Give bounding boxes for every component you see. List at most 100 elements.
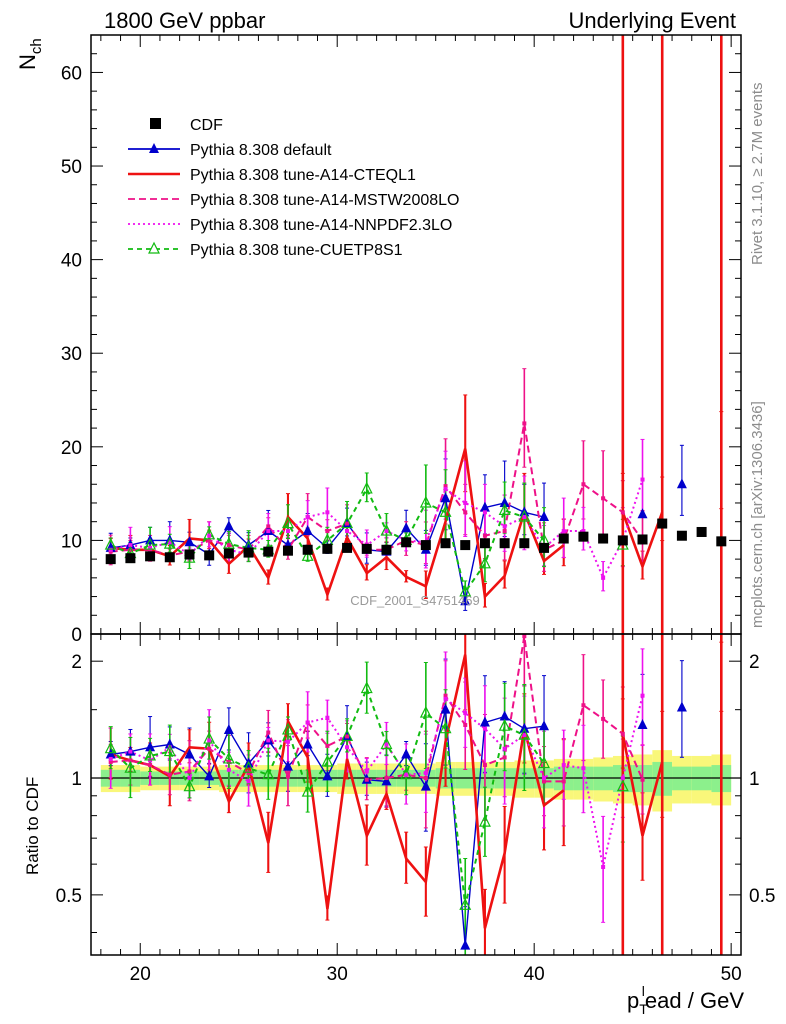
small-marker <box>640 693 645 698</box>
small-marker <box>285 774 290 779</box>
small-marker <box>108 759 113 764</box>
legend: CDF Pythia 8.308 default Pythia 8.308 tune… <box>128 117 459 259</box>
x-tick-label: 50 <box>721 964 742 985</box>
triangle-marker <box>479 501 490 512</box>
title-right: Underlying Event <box>568 8 736 33</box>
small-marker <box>482 763 487 768</box>
x-label-rest: ead / GeV <box>645 988 744 1013</box>
legend-swatch-marker <box>149 143 159 153</box>
cdf-data-point <box>676 530 687 541</box>
small-marker <box>502 529 507 534</box>
open-triangle-marker <box>203 731 216 744</box>
triangle-marker <box>676 701 687 712</box>
small-marker <box>443 693 448 698</box>
open-triangle-marker <box>360 681 373 694</box>
open-triangle-marker <box>144 537 157 550</box>
cdf-data-point <box>696 526 707 537</box>
small-marker <box>167 772 172 777</box>
open-triangle-marker <box>360 481 373 494</box>
small-marker <box>482 726 487 731</box>
small-marker <box>620 510 625 515</box>
small-marker <box>482 510 487 515</box>
main-y-axis-label: Nch <box>15 38 45 70</box>
small-marker <box>167 540 172 545</box>
small-marker <box>640 777 645 782</box>
open-triangle-marker <box>459 584 472 597</box>
cdf-data-point <box>539 542 550 553</box>
ratio-y-tick-label-right: 0.5 <box>749 886 775 907</box>
open-triangle-marker <box>419 705 432 718</box>
legend-swatch-square <box>150 118 161 129</box>
series-line <box>109 685 545 906</box>
legend-label: CDF <box>190 117 223 134</box>
axis-ticks: 20 30 40 50 0 10 20 30 40 50 60 0.5 0.5 1 1 2 2 <box>56 34 775 985</box>
open-triangle-marker <box>518 727 531 740</box>
small-marker <box>128 547 133 552</box>
open-triangle-marker <box>203 527 216 540</box>
cdf-data-point <box>145 551 156 562</box>
open-triangle-marker <box>163 536 176 549</box>
small-marker <box>601 575 606 580</box>
y-tick-label: 20 <box>61 438 82 459</box>
triangle-marker <box>223 520 234 531</box>
open-triangle-marker <box>478 814 491 827</box>
small-marker <box>285 739 290 744</box>
open-triangle-marker <box>380 737 393 750</box>
cdf-data-point <box>657 518 668 529</box>
cdf-data-point <box>184 549 195 560</box>
small-marker <box>443 484 448 489</box>
cdf-data-point <box>342 542 353 553</box>
ratio-y-tick-label-right: 1 <box>749 769 760 790</box>
open-triangle-marker <box>518 509 531 522</box>
small-marker <box>561 779 566 784</box>
triangle-marker <box>420 780 431 791</box>
small-marker <box>581 766 586 771</box>
open-triangle-marker <box>478 556 491 569</box>
ratio-y-tick-label-right: 2 <box>749 652 760 673</box>
small-marker <box>522 515 527 520</box>
small-marker <box>207 533 212 538</box>
y-tick-label: 60 <box>61 63 82 84</box>
open-triangle-marker <box>281 516 294 529</box>
small-marker <box>522 634 527 639</box>
series-line <box>621 511 664 571</box>
main-y-label: N <box>15 54 40 70</box>
small-marker <box>148 545 153 550</box>
triangle-marker <box>460 595 471 606</box>
small-marker <box>305 515 310 520</box>
small-marker <box>364 777 369 782</box>
series-lines <box>109 423 664 946</box>
x-tick-label: 30 <box>327 964 348 985</box>
small-marker <box>601 496 606 501</box>
small-marker <box>601 864 606 869</box>
main-y-label-sub: ch <box>28 38 45 54</box>
small-marker <box>305 720 310 725</box>
small-marker <box>502 746 507 751</box>
cdf-data-point <box>617 535 628 546</box>
open-triangle-marker <box>341 729 354 742</box>
small-marker <box>226 543 231 548</box>
triangle-marker <box>440 492 451 503</box>
cdf-data-point <box>440 538 451 549</box>
cdf-data-point <box>282 545 293 556</box>
triangle-marker <box>322 770 333 781</box>
y-tick-label: 30 <box>61 344 82 365</box>
small-marker <box>266 524 271 529</box>
small-marker <box>463 722 468 727</box>
small-marker <box>463 711 468 716</box>
small-marker <box>207 738 212 743</box>
triangle-marker <box>401 522 412 533</box>
triangle-marker <box>302 738 313 749</box>
series-line <box>110 654 565 929</box>
y-tick-label: 40 <box>61 251 82 272</box>
cdf-data-point <box>204 550 215 561</box>
open-triangle-marker <box>281 722 294 735</box>
small-marker <box>345 529 350 534</box>
small-marker <box>463 500 468 505</box>
cdf-data-point <box>499 538 510 549</box>
series-line <box>621 733 664 837</box>
triangle-marker <box>105 748 116 759</box>
svg-text:pTlead / GeV: pTlead / GeV <box>627 983 744 1017</box>
small-marker <box>325 529 330 534</box>
